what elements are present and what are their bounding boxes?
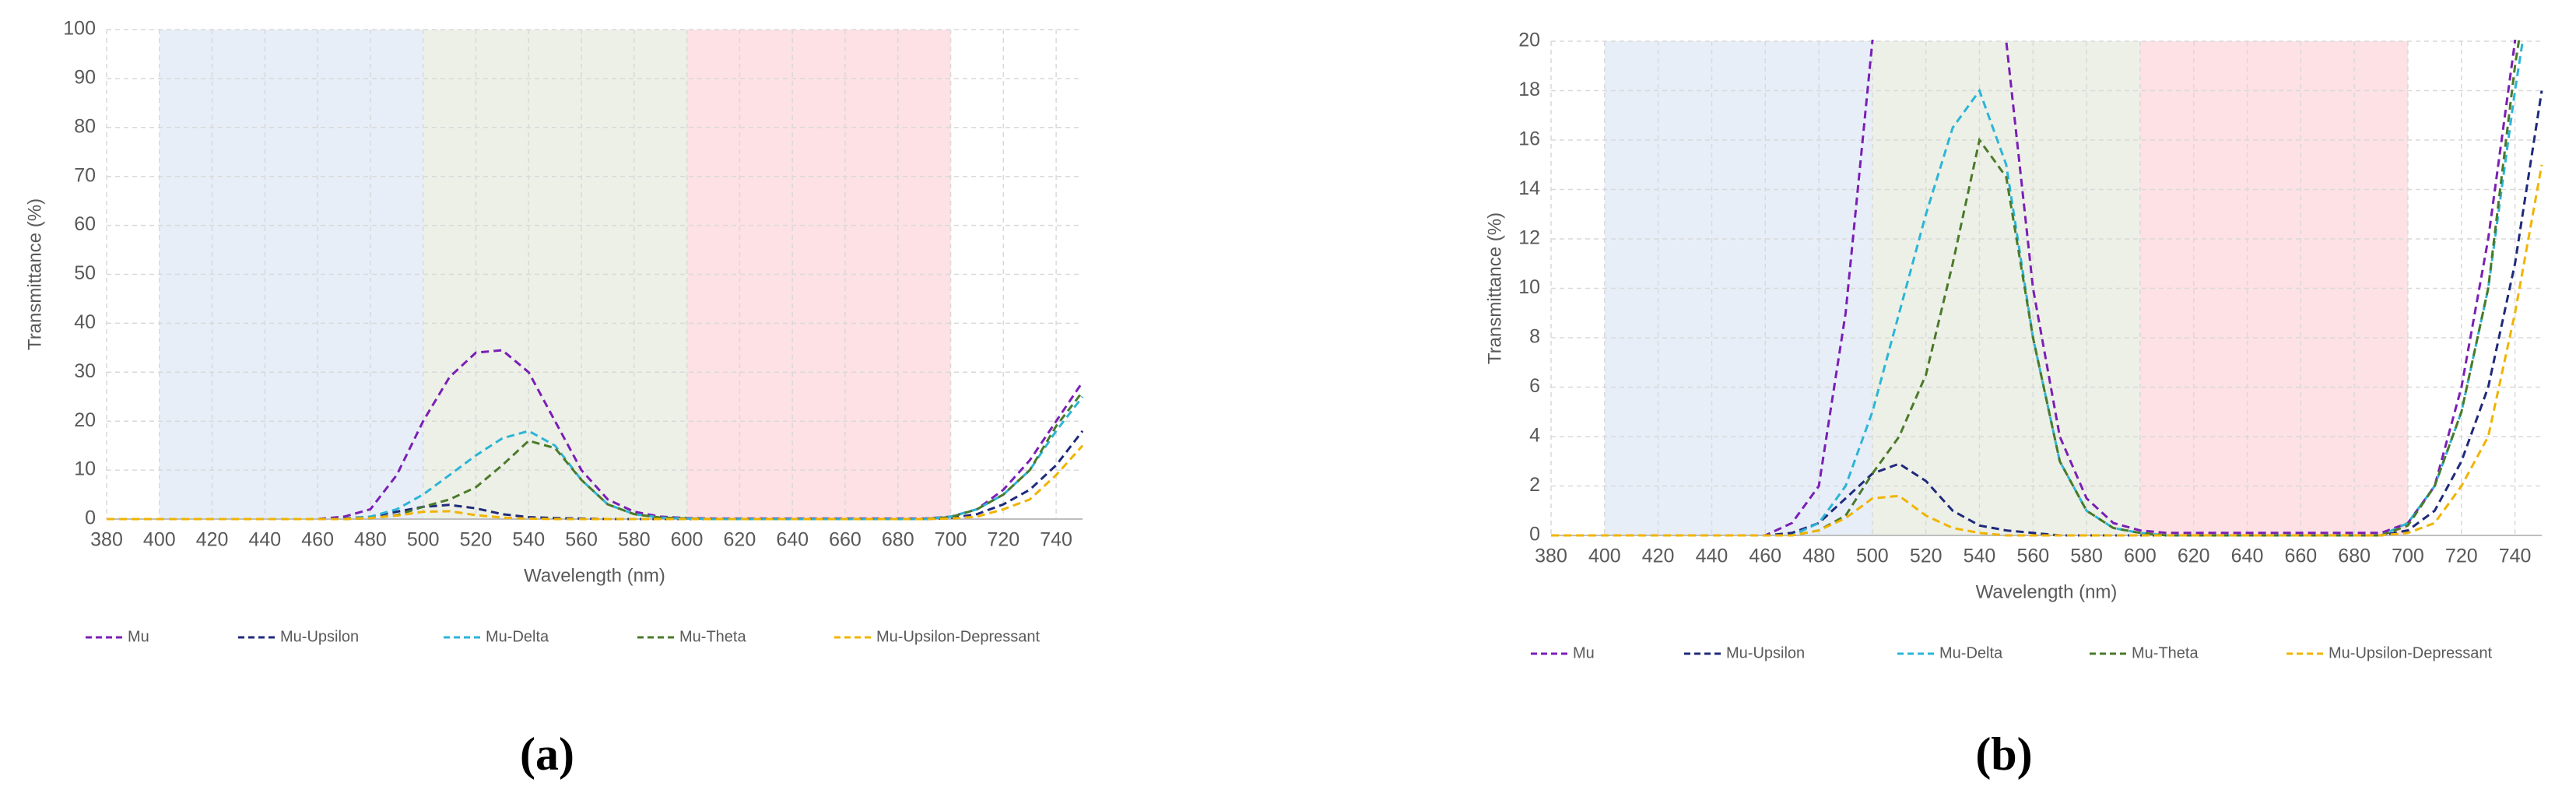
legend-label: Mu-Delta	[1939, 644, 2003, 661]
x-axis-title: Wavelength (nm)	[524, 565, 665, 586]
caption: (b)	[1975, 728, 2032, 780]
x-tick-label: 460	[301, 529, 334, 551]
legend-label: Mu	[1573, 644, 1595, 661]
x-tick-label: 620	[724, 529, 756, 551]
x-tick-label: 380	[1535, 546, 1567, 567]
x-tick-label: 420	[196, 529, 229, 551]
x-tick-label: 640	[2231, 546, 2264, 567]
y-tick-label: 10	[74, 458, 96, 480]
x-tick-label: 440	[1696, 546, 1728, 567]
x-tick-label: 400	[1588, 546, 1621, 567]
x-tick-label: 580	[618, 529, 651, 551]
y-tick-label: 20	[1518, 30, 1540, 51]
x-tick-label: 440	[248, 529, 281, 551]
chart-panel: 0 10 20 30 40 50 60 70 80 90 100 380 400 420 440 460 480…	[24, 18, 1084, 780]
x-tick-label: 380	[90, 529, 123, 551]
x-tick-label: 740	[2499, 546, 2532, 567]
x-tick-label: 500	[1856, 546, 1889, 567]
y-tick-label: 40	[74, 311, 96, 333]
x-tick-label: 640	[776, 529, 809, 551]
legend-label: Mu-Theta	[679, 628, 746, 645]
y-tick-label: 90	[74, 67, 96, 89]
x-tick-label: 660	[2284, 546, 2317, 567]
x-tick-label: 540	[512, 529, 545, 551]
x-tick-label: 520	[460, 529, 493, 551]
y-tick-label: 30	[74, 360, 96, 382]
caption: (a)	[520, 728, 574, 780]
series-line	[107, 444, 1084, 521]
y-tick-label: 14	[1518, 177, 1540, 199]
y-tick-label: 6	[1529, 375, 1540, 397]
x-tick-label: 620	[2178, 546, 2210, 567]
x-tick-label: 740	[1040, 529, 1072, 551]
legend-label: Mu	[128, 628, 149, 645]
y-tick-label: 100	[63, 18, 96, 40]
y-tick-label: 0	[1529, 524, 1540, 546]
x-tick-label: 560	[565, 529, 598, 551]
x-tick-label: 720	[2445, 546, 2478, 567]
x-tick-label: 700	[2392, 546, 2424, 567]
y-tick-label: 70	[74, 164, 96, 186]
legend-label: Mu-Upsilon-Depressant	[876, 628, 1041, 645]
x-tick-label: 520	[1910, 546, 1943, 567]
y-tick-label: 18	[1518, 79, 1540, 100]
y-axis-title: Transmittance (%)	[24, 198, 45, 350]
legend-label: Mu-Theta	[2132, 644, 2199, 661]
x-tick-label: 420	[1642, 546, 1675, 567]
x-tick-label: 460	[1749, 546, 1781, 567]
x-tick-label: 500	[407, 529, 440, 551]
plot-lines	[1551, 40, 2543, 537]
x-axis-title: Wavelength (nm)	[1976, 581, 2118, 602]
x-tick-label: 480	[1802, 546, 1835, 567]
x-tick-label: 580	[2070, 546, 2103, 567]
chart-panel: 0 2 4 6 8 10 12 14 16 18 20 380 400 420 440 460 480 500 52…	[1484, 30, 2543, 780]
x-tick-label: 600	[2124, 546, 2157, 567]
x-tick-label: 680	[2338, 546, 2371, 567]
x-tick-label: 600	[671, 529, 704, 551]
x-tick-label: 560	[2016, 546, 2049, 567]
legend-label: Mu-Upsilon	[280, 628, 359, 645]
y-tick-label: 80	[74, 115, 96, 137]
y-tick-label: 10	[1518, 276, 1540, 298]
legend-label: Mu-Delta	[486, 628, 549, 645]
x-tick-label: 400	[143, 529, 176, 551]
y-tick-label: 4	[1529, 425, 1540, 447]
x-tick-label: 700	[935, 529, 967, 551]
y-tick-label: 2	[1529, 474, 1540, 496]
x-tick-label: 660	[829, 529, 862, 551]
y-tick-label: 16	[1518, 128, 1540, 150]
x-tick-label: 680	[882, 529, 914, 551]
y-tick-label: 0	[85, 507, 96, 529]
x-tick-label: 480	[354, 529, 387, 551]
y-axis-title: Transmittance (%)	[1484, 212, 1505, 364]
band	[1604, 41, 1872, 535]
y-tick-label: 8	[1529, 326, 1540, 348]
y-tick-label: 12	[1518, 227, 1540, 249]
legend-label: Mu-Upsilon-Depressant	[2329, 644, 2493, 661]
legend-label: Mu-Upsilon	[1726, 644, 1805, 661]
y-tick-label: 50	[74, 262, 96, 284]
plot-lines	[107, 349, 1084, 521]
x-tick-label: 540	[1964, 546, 1996, 567]
series-line	[1551, 164, 2543, 537]
y-tick-label: 60	[74, 213, 96, 235]
x-tick-label: 720	[987, 529, 1020, 551]
y-tick-label: 20	[74, 409, 96, 431]
